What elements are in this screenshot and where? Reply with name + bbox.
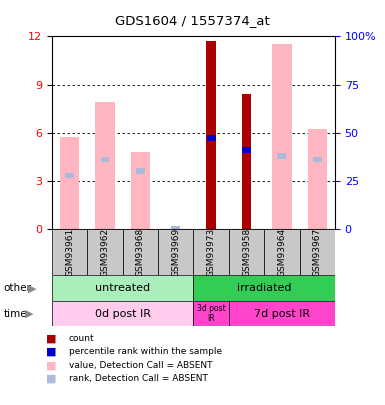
Text: GSM93961: GSM93961 [65,228,74,277]
Bar [193,229,229,275]
Text: GSM93968: GSM93968 [136,228,145,277]
Bar [264,229,300,275]
Text: GSM93962: GSM93962 [100,228,110,277]
Text: percentile rank within the sample: percentile rank within the sample [69,347,222,356]
Bar [136,168,145,173]
Bar [52,229,87,275]
Text: value, Detection Call = ABSENT: value, Detection Call = ABSENT [69,361,212,370]
Bar [278,153,286,159]
Bar [313,157,322,162]
Text: ▶: ▶ [25,309,33,319]
Bar [65,173,74,178]
Bar [52,301,193,326]
Text: ▶: ▶ [28,283,36,293]
Text: GSM93973: GSM93973 [207,228,216,277]
Bar [308,130,327,229]
Bar [100,157,109,162]
Bar [207,135,216,141]
Text: ■: ■ [46,347,57,357]
Bar [241,94,251,229]
Bar [131,152,150,229]
Text: count: count [69,334,94,343]
Text: ■: ■ [46,374,57,384]
Text: ■: ■ [46,360,57,370]
Text: GSM93969: GSM93969 [171,228,180,277]
Bar [206,41,216,229]
Text: 0d post IR: 0d post IR [95,309,151,319]
Bar [158,229,193,275]
Bar [193,301,229,326]
Bar [272,45,291,229]
Text: 7d post IR: 7d post IR [254,309,310,319]
Text: 3d post
IR: 3d post IR [197,304,226,323]
Text: GDS1604 / 1557374_at: GDS1604 / 1557374_at [115,14,270,27]
Bar [60,137,79,229]
Text: time: time [4,309,27,319]
Text: untreated: untreated [95,283,150,293]
Bar [123,229,158,275]
Bar [52,275,193,301]
Bar [171,226,180,231]
Bar [229,229,264,275]
Bar [242,147,251,153]
Bar [193,275,335,301]
Text: rank, Detection Call = ABSENT: rank, Detection Call = ABSENT [69,374,208,383]
Bar [300,229,335,275]
Text: GSM93958: GSM93958 [242,228,251,277]
Text: ■: ■ [46,334,57,343]
Text: irradiated: irradiated [237,283,291,293]
Text: GSM93964: GSM93964 [277,228,286,277]
Bar [95,102,115,229]
Text: GSM93967: GSM93967 [313,228,322,277]
Text: other: other [4,283,32,293]
Bar [87,229,123,275]
Bar [229,301,335,326]
